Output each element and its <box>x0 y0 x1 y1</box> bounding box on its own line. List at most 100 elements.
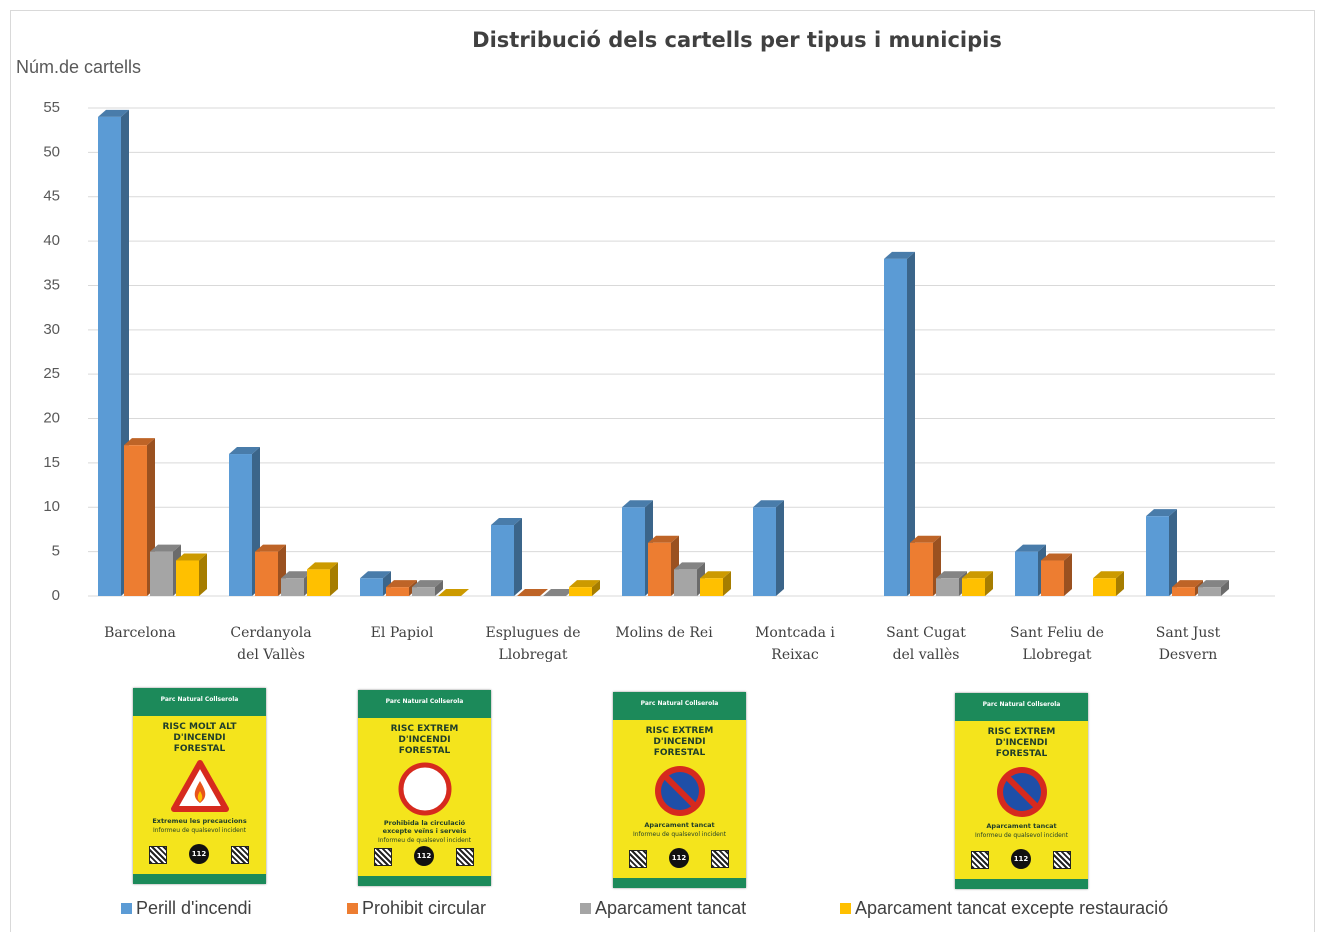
bar-side <box>1221 580 1229 596</box>
bar-front <box>648 542 671 596</box>
bar <box>884 251 915 596</box>
bar-front <box>360 578 383 596</box>
bar-front <box>962 578 985 596</box>
legend-item: Prohibit circular <box>347 898 486 919</box>
sign-image: Parc Natural Collserola RISC EXTREM D'INC… <box>955 693 1088 889</box>
sign-text: Aparcament tancat <box>986 822 1057 830</box>
bar-top <box>150 544 181 552</box>
bar-front <box>674 569 697 596</box>
sign-note: Informeu de qualsevol incident <box>632 831 727 838</box>
sign-brand: Parc Natural Collserola <box>133 688 266 716</box>
bar-top <box>543 589 574 596</box>
bar <box>648 535 679 596</box>
bar-top <box>255 544 286 552</box>
bar-front <box>1093 578 1116 596</box>
bar-top <box>229 447 260 455</box>
sign-text: Prohibida la circulació excepte veïns i … <box>382 819 467 835</box>
bar-front <box>491 525 514 596</box>
sign-note: Informeu de qualsevol incident <box>377 837 472 844</box>
bar <box>700 571 731 596</box>
bar-side <box>1064 553 1072 596</box>
bar-top <box>622 500 653 508</box>
sign-bottom <box>358 876 491 886</box>
sign-symbol <box>654 766 705 816</box>
bar-top <box>412 580 443 588</box>
phone-badge: 112 <box>414 846 434 866</box>
bar-top <box>962 571 993 579</box>
sign-bottom <box>133 874 266 884</box>
qr-code <box>971 851 989 869</box>
bar <box>962 571 993 596</box>
bar <box>1093 571 1124 596</box>
sign-symbol <box>996 767 1047 817</box>
bar-top <box>386 580 417 588</box>
bar <box>438 589 469 596</box>
bar-front <box>936 578 959 596</box>
x-tick-label: Molins de Rei <box>615 625 713 641</box>
bar-top <box>307 562 338 570</box>
bar <box>753 500 784 596</box>
bar-top <box>936 571 967 579</box>
sign-footer: 112 <box>133 836 266 884</box>
bar-top <box>700 571 731 579</box>
legend-item: Perill d'incendi <box>121 898 252 919</box>
bar-top <box>360 571 391 579</box>
bar <box>255 544 286 596</box>
legend-swatch <box>347 903 358 914</box>
bar-front <box>124 445 147 596</box>
x-tick-label: El Papiol <box>370 625 434 641</box>
sign-image: Parc Natural Collserola RISC EXTREM D'INC… <box>358 690 491 886</box>
bar-front <box>569 587 592 596</box>
bar <box>176 553 207 596</box>
y-tick-label: 45 <box>43 188 60 205</box>
bar-top <box>281 571 312 579</box>
y-tick-label: 20 <box>43 410 60 427</box>
bar <box>543 589 574 596</box>
y-tick-label: 35 <box>43 276 60 293</box>
sign-footer: 112 <box>358 838 491 886</box>
qr-code <box>374 848 392 866</box>
y-tick-label: 40 <box>43 232 60 249</box>
sign-title: RISC EXTREM D'INCENDI FORESTAL <box>645 726 714 758</box>
sign-text: Extremeu les precaucions <box>152 817 247 825</box>
bar-side <box>592 580 600 596</box>
qr-code <box>149 846 167 864</box>
sign-brand: Parc Natural Collserola <box>613 692 746 720</box>
bar-top <box>1041 553 1072 561</box>
sign-image: Parc Natural Collserola RISC EXTREM D'INC… <box>613 692 746 888</box>
x-tick-label: Barcelona <box>104 625 176 641</box>
qr-code <box>231 846 249 864</box>
legend-label: Aparcament tancat <box>595 898 747 918</box>
sign-image: Parc Natural Collserola RISC MOLT ALT D'I… <box>133 688 266 884</box>
bar-top <box>438 589 469 596</box>
y-tick-label: 5 <box>52 543 60 560</box>
bar-front <box>281 578 304 596</box>
legend-swatch <box>580 903 591 914</box>
bar <box>124 438 155 596</box>
bar-top <box>1172 580 1203 588</box>
phone-badge: 112 <box>669 848 689 868</box>
bar-front <box>229 454 252 596</box>
bar <box>1146 509 1177 596</box>
qr-code <box>629 850 647 868</box>
bar-front <box>255 551 278 596</box>
y-tick-label: 50 <box>43 143 60 160</box>
legend-label: Aparcament tancat excepte restauració <box>855 898 1169 918</box>
y-tick-label: 30 <box>43 321 60 338</box>
x-tick-label: Sant Feliu de Llobregat <box>1010 625 1104 663</box>
bar-front <box>98 116 121 596</box>
bar <box>307 562 338 596</box>
x-tick-label: Esplugues de Llobregat <box>485 625 581 663</box>
bar-front <box>150 551 173 596</box>
legend-item: Aparcament tancat <box>580 898 746 919</box>
bar-top <box>517 589 548 596</box>
y-tick-label: 55 <box>43 99 60 116</box>
bar-front <box>1015 551 1038 596</box>
x-tick-label: Montcada i Reixac <box>755 625 835 663</box>
bar-top <box>674 562 705 570</box>
bar <box>1041 553 1072 596</box>
chart-title: Distribució dels cartells per tipus i mu… <box>472 28 1002 52</box>
bar-top <box>1015 544 1046 552</box>
bar-side <box>1116 571 1124 596</box>
